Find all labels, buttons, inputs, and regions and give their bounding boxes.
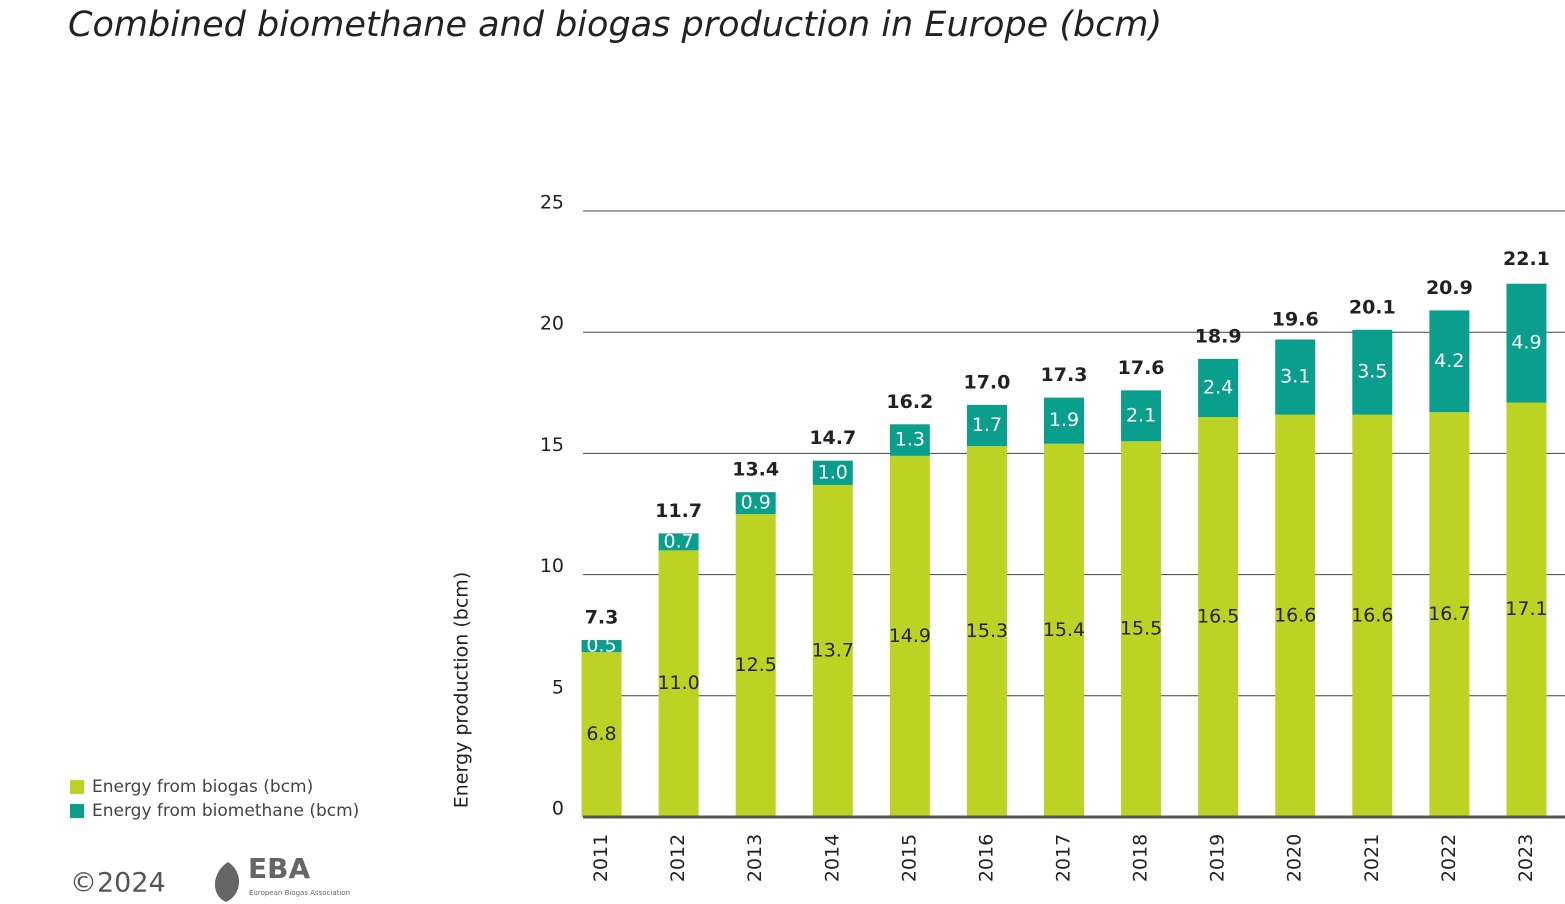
y-tick-label: 20 (540, 313, 564, 335)
value-label: 16.7 (1428, 603, 1470, 625)
x-tick-label: 2017 (1053, 834, 1075, 882)
value-label: 0.9 (741, 492, 771, 514)
logo-subtitle: European Biogas Association (249, 889, 350, 897)
y-tick-label: 5 (552, 676, 564, 698)
legend-label: Energy from biogas (bcm) (92, 777, 313, 797)
total-label: 17.3 (1041, 364, 1088, 386)
bar-segment (1121, 441, 1162, 817)
value-label: 0.7 (664, 530, 694, 552)
bar-segment (1275, 414, 1316, 817)
bar-segment (812, 460, 853, 485)
bar-segment (1275, 339, 1316, 415)
bar-segment (1429, 310, 1470, 413)
total-label: 7.3 (585, 607, 619, 629)
bar-segment (1198, 417, 1239, 817)
value-label: 16.6 (1351, 604, 1393, 626)
x-tick-label: 2013 (744, 834, 766, 882)
bar-segment (812, 484, 853, 817)
value-label: 16.5 (1197, 606, 1239, 628)
x-tick-label: 2023 (1515, 834, 1537, 882)
y-tick-label: 25 (540, 192, 564, 214)
bar-segment (889, 455, 930, 817)
value-label: 16.6 (1274, 604, 1316, 626)
y-tick-label: 10 (540, 555, 564, 577)
bar-segment (1044, 397, 1084, 444)
bar-segment (658, 533, 699, 551)
x-tick-label: 2015 (898, 834, 920, 882)
value-label: 15.4 (1043, 619, 1085, 641)
bar-segment (1506, 402, 1547, 817)
bar-segment (1352, 329, 1393, 415)
total-label: 16.2 (886, 391, 933, 413)
x-tick-label: 2019 (1207, 834, 1229, 882)
total-label: 20.1 (1349, 296, 1396, 318)
footer: ©2024 (70, 868, 166, 899)
logo: EBA (248, 852, 310, 885)
value-label: 1.7 (972, 414, 1002, 436)
bar-segment (889, 424, 930, 456)
value-label: 14.9 (889, 625, 931, 647)
total-label: 22.1 (1503, 248, 1550, 270)
x-tick-label: 2012 (667, 834, 689, 882)
value-label: 11.0 (657, 672, 699, 694)
bar-segment (966, 404, 1007, 447)
x-tick-label: 2016 (975, 834, 997, 882)
bar-segment (1044, 443, 1084, 817)
bar-segment (581, 652, 622, 817)
x-tick-label: 2011 (590, 834, 612, 882)
x-tick-label: 2021 (1361, 834, 1383, 882)
x-tick-label: 2018 (1130, 834, 1152, 882)
total-label: 11.7 (655, 500, 702, 522)
x-tick-label: 2020 (1284, 834, 1306, 882)
total-label: 19.6 (1272, 308, 1319, 330)
legend-swatch (70, 804, 84, 818)
bar-segment (735, 514, 776, 817)
bar-segment (1121, 390, 1162, 442)
total-label: 14.7 (809, 427, 856, 449)
bar-segment (1352, 414, 1393, 817)
bar-segment (1429, 412, 1470, 817)
bar-segment (1506, 283, 1547, 403)
value-label: 1.0 (818, 461, 848, 483)
value-label: 3.1 (1280, 366, 1310, 388)
total-label: 20.9 (1426, 277, 1473, 299)
value-label: 2.1 (1126, 404, 1156, 426)
bar-segment (658, 550, 699, 817)
value-label: 0.5 (586, 635, 616, 657)
x-tick-label: 2014 (821, 834, 843, 882)
value-label: 15.5 (1120, 618, 1162, 640)
legend-swatch (70, 780, 84, 794)
y-axis-title: Energy production (bcm) (451, 572, 473, 808)
value-label: 2.4 (1203, 376, 1233, 398)
value-label: 4.2 (1434, 350, 1464, 372)
total-label: 17.6 (1118, 357, 1165, 379)
value-label: 13.7 (812, 639, 854, 661)
bar-segment (735, 492, 776, 514)
value-label: 4.9 (1511, 332, 1541, 354)
value-label: 15.3 (966, 620, 1008, 642)
chart-title: Combined biomethane and biogas productio… (68, 5, 1162, 45)
y-tick-label: 15 (540, 434, 564, 456)
bar-segment (1198, 358, 1239, 418)
total-label: 17.0 (963, 371, 1010, 393)
total-label: 18.9 (1195, 325, 1242, 347)
value-label: 1.9 (1049, 409, 1079, 431)
value-label: 12.5 (735, 654, 777, 676)
logo-leaf (214, 862, 240, 902)
value-label: 6.8 (586, 723, 616, 745)
legend-label: Energy from biomethane (bcm) (92, 801, 359, 821)
value-label: 1.3 (895, 429, 925, 451)
bar-segment (581, 640, 622, 653)
y-tick-label: 0 (552, 798, 564, 820)
value-label: 3.5 (1357, 361, 1387, 383)
total-label: 13.4 (732, 459, 779, 481)
value-label: 17.1 (1505, 598, 1547, 620)
x-tick-label: 2022 (1438, 834, 1460, 882)
bar-segment (966, 446, 1007, 817)
